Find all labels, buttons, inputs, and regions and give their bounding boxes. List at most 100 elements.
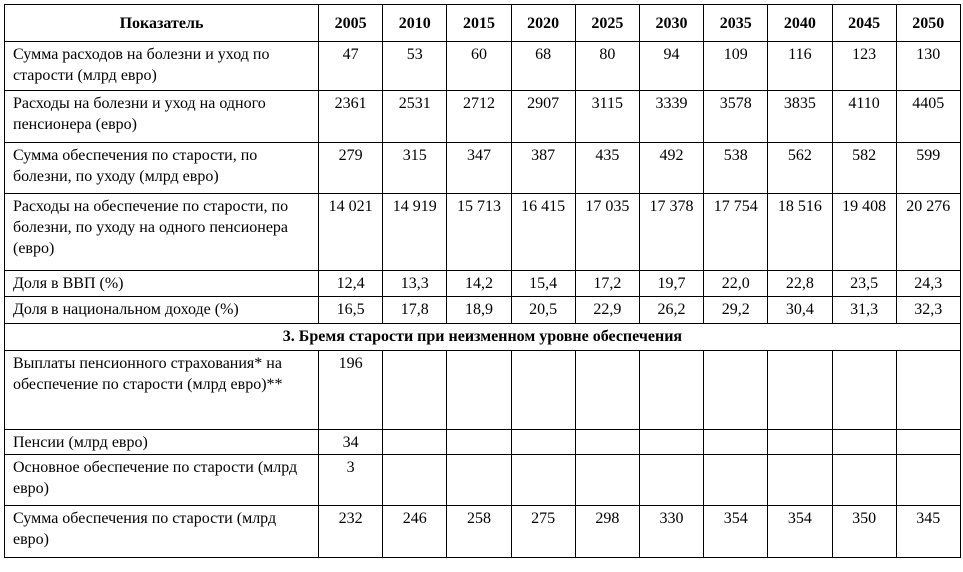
- empty-cell: [703, 429, 769, 455]
- data-row: Основное обеспечение по старости (млрд е…: [4, 454, 961, 506]
- row-label: Сумма обеспечения по старости, по болезн…: [4, 142, 319, 194]
- cell-value: 30,4: [767, 296, 833, 324]
- row-label: Выплаты пенсионного страхования* на обес…: [4, 350, 319, 430]
- header-year: 2045: [831, 4, 897, 42]
- data-table: Показатель 2005 2010 2015 2020 2025 2030 2035 20…: [4, 4, 961, 558]
- row-label: Расходы на обеспечение по старости, по б…: [4, 193, 319, 271]
- data-row: Сумма расходов на болезни и уход по стар…: [4, 41, 961, 91]
- empty-cell: [446, 429, 512, 455]
- cell-value: 354: [703, 505, 769, 558]
- cell-value: 3339: [638, 90, 705, 143]
- cell-value: 17 378: [638, 193, 705, 271]
- cell-value: 279: [317, 142, 384, 194]
- cell-value: 275: [510, 505, 576, 558]
- cell-value: 345: [895, 505, 961, 558]
- cell-value: 18,9: [446, 296, 512, 324]
- cell-value: 19 408: [831, 193, 897, 271]
- cell-value: 4110: [831, 90, 897, 143]
- header-year: 2030: [638, 4, 705, 42]
- cell-value: 26,2: [638, 296, 705, 324]
- cell-value: 3: [317, 454, 384, 506]
- cell-value: 123: [831, 41, 897, 91]
- empty-cell: [767, 454, 833, 506]
- cell-value: 29,2: [703, 296, 769, 324]
- cell-value: 354: [767, 505, 833, 558]
- empty-cell: [895, 350, 961, 430]
- header-year: 2025: [574, 4, 640, 42]
- cell-value: 17,8: [382, 296, 448, 324]
- cell-value: 4405: [895, 90, 961, 143]
- data-row: Сумма обеспечения по старости (млрд евро…: [4, 505, 961, 558]
- cell-value: 3578: [703, 90, 769, 143]
- empty-cell: [382, 350, 448, 430]
- cell-value: 16,5: [317, 296, 384, 324]
- header-row: Показатель 2005 2010 2015 2020 2025 2030 2035 20…: [4, 4, 961, 42]
- cell-value: 17 035: [574, 193, 640, 271]
- cell-value: 19,7: [638, 270, 705, 297]
- cell-value: 350: [831, 505, 897, 558]
- empty-cell: [510, 429, 576, 455]
- cell-value: 330: [638, 505, 705, 558]
- data-row: Расходы на обеспечение по старости, по б…: [4, 193, 961, 271]
- empty-cell: [767, 350, 833, 430]
- cell-value: 116: [767, 41, 833, 91]
- empty-cell: [831, 454, 897, 506]
- cell-value: 17 754: [703, 193, 769, 271]
- row-label: Основное обеспечение по старости (млрд е…: [4, 454, 319, 506]
- cell-value: 435: [574, 142, 640, 194]
- section-title: 3. Бремя старости при неизменном уровне …: [4, 323, 961, 351]
- cell-value: 2361: [317, 90, 384, 143]
- empty-cell: [831, 350, 897, 430]
- cell-value: 14 021: [317, 193, 384, 271]
- empty-cell: [638, 429, 705, 455]
- cell-value: 232: [317, 505, 384, 558]
- cell-value: 2907: [510, 90, 576, 143]
- row-label: Доля в национальном доходе (%): [4, 296, 319, 324]
- cell-value: 94: [638, 41, 705, 91]
- cell-value: 15 713: [446, 193, 512, 271]
- cell-value: 2531: [382, 90, 448, 143]
- empty-cell: [574, 429, 640, 455]
- data-row: Расходы на болезни и уход на одного пенс…: [4, 90, 961, 143]
- cell-value: 3835: [767, 90, 833, 143]
- header-year: 2020: [510, 4, 576, 42]
- header-year: 2050: [895, 4, 961, 42]
- data-row: Доля в национальном доходе (%) 16,5 17,8 18…: [4, 296, 961, 324]
- cell-value: 538: [703, 142, 769, 194]
- cell-value: 22,9: [574, 296, 640, 324]
- cell-value: 20 276: [895, 193, 961, 271]
- cell-value: 258: [446, 505, 512, 558]
- cell-value: 130: [895, 41, 961, 91]
- cell-value: 68: [510, 41, 576, 91]
- cell-value: 12,4: [317, 270, 384, 297]
- cell-value: 32,3: [895, 296, 961, 324]
- cell-value: 582: [831, 142, 897, 194]
- cell-value: 562: [767, 142, 833, 194]
- cell-value: 14,2: [446, 270, 512, 297]
- cell-value: 2712: [446, 90, 512, 143]
- row-label: Доля в ВВП (%): [4, 270, 319, 297]
- cell-value: 22,0: [703, 270, 769, 297]
- cell-value: 492: [638, 142, 705, 194]
- data-row: Доля в ВВП (%) 12,4 13,3 14,2 15,4 17,2 19,7 22…: [4, 270, 961, 297]
- empty-cell: [446, 350, 512, 430]
- cell-value: 298: [574, 505, 640, 558]
- empty-cell: [703, 350, 769, 430]
- cell-value: 53: [382, 41, 448, 91]
- cell-value: 24,3: [895, 270, 961, 297]
- cell-value: 60: [446, 41, 512, 91]
- header-label: Показатель: [4, 4, 319, 42]
- cell-value: 347: [446, 142, 512, 194]
- header-year: 2010: [382, 4, 448, 42]
- row-label: Сумма обеспечения по старости (млрд евро…: [4, 505, 319, 558]
- empty-cell: [895, 429, 961, 455]
- empty-cell: [638, 454, 705, 506]
- empty-cell: [510, 350, 576, 430]
- cell-value: 23,5: [831, 270, 897, 297]
- cell-value: 599: [895, 142, 961, 194]
- cell-value: 18 516: [767, 193, 833, 271]
- cell-value: 17,2: [574, 270, 640, 297]
- empty-cell: [382, 429, 448, 455]
- data-row: Сумма обеспечения по старости, по болезн…: [4, 142, 961, 194]
- cell-value: 3115: [574, 90, 640, 143]
